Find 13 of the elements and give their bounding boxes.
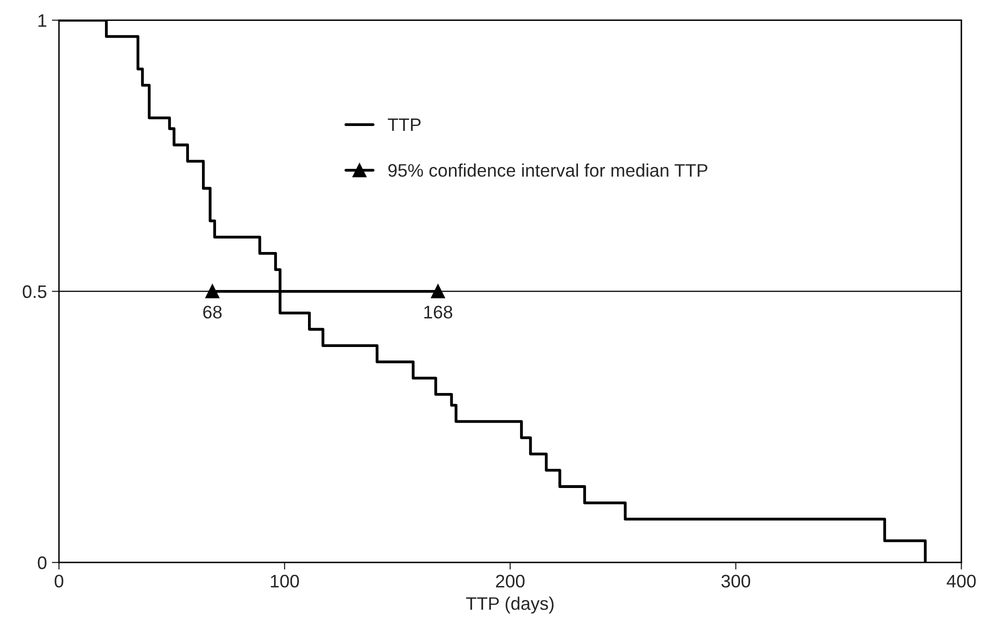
x-tick-label: 0	[54, 574, 64, 588]
legend-label: 95% confidence interval for median TTP	[388, 164, 708, 177]
annotation: 168	[424, 306, 452, 319]
x-tick-label: 100	[270, 574, 299, 588]
y-tick-label: 1	[38, 14, 46, 27]
y-tick-label: 0	[38, 556, 46, 570]
annotation: 68	[203, 306, 222, 319]
x-tick-label: 200	[496, 574, 525, 588]
y-tick-label: 0.5	[22, 285, 46, 298]
legend-label: TTP	[388, 118, 421, 131]
x-tick-label: 300	[721, 574, 750, 588]
x-axis-title: TTP (days)	[466, 596, 554, 614]
x-tick-label: 400	[946, 574, 976, 588]
